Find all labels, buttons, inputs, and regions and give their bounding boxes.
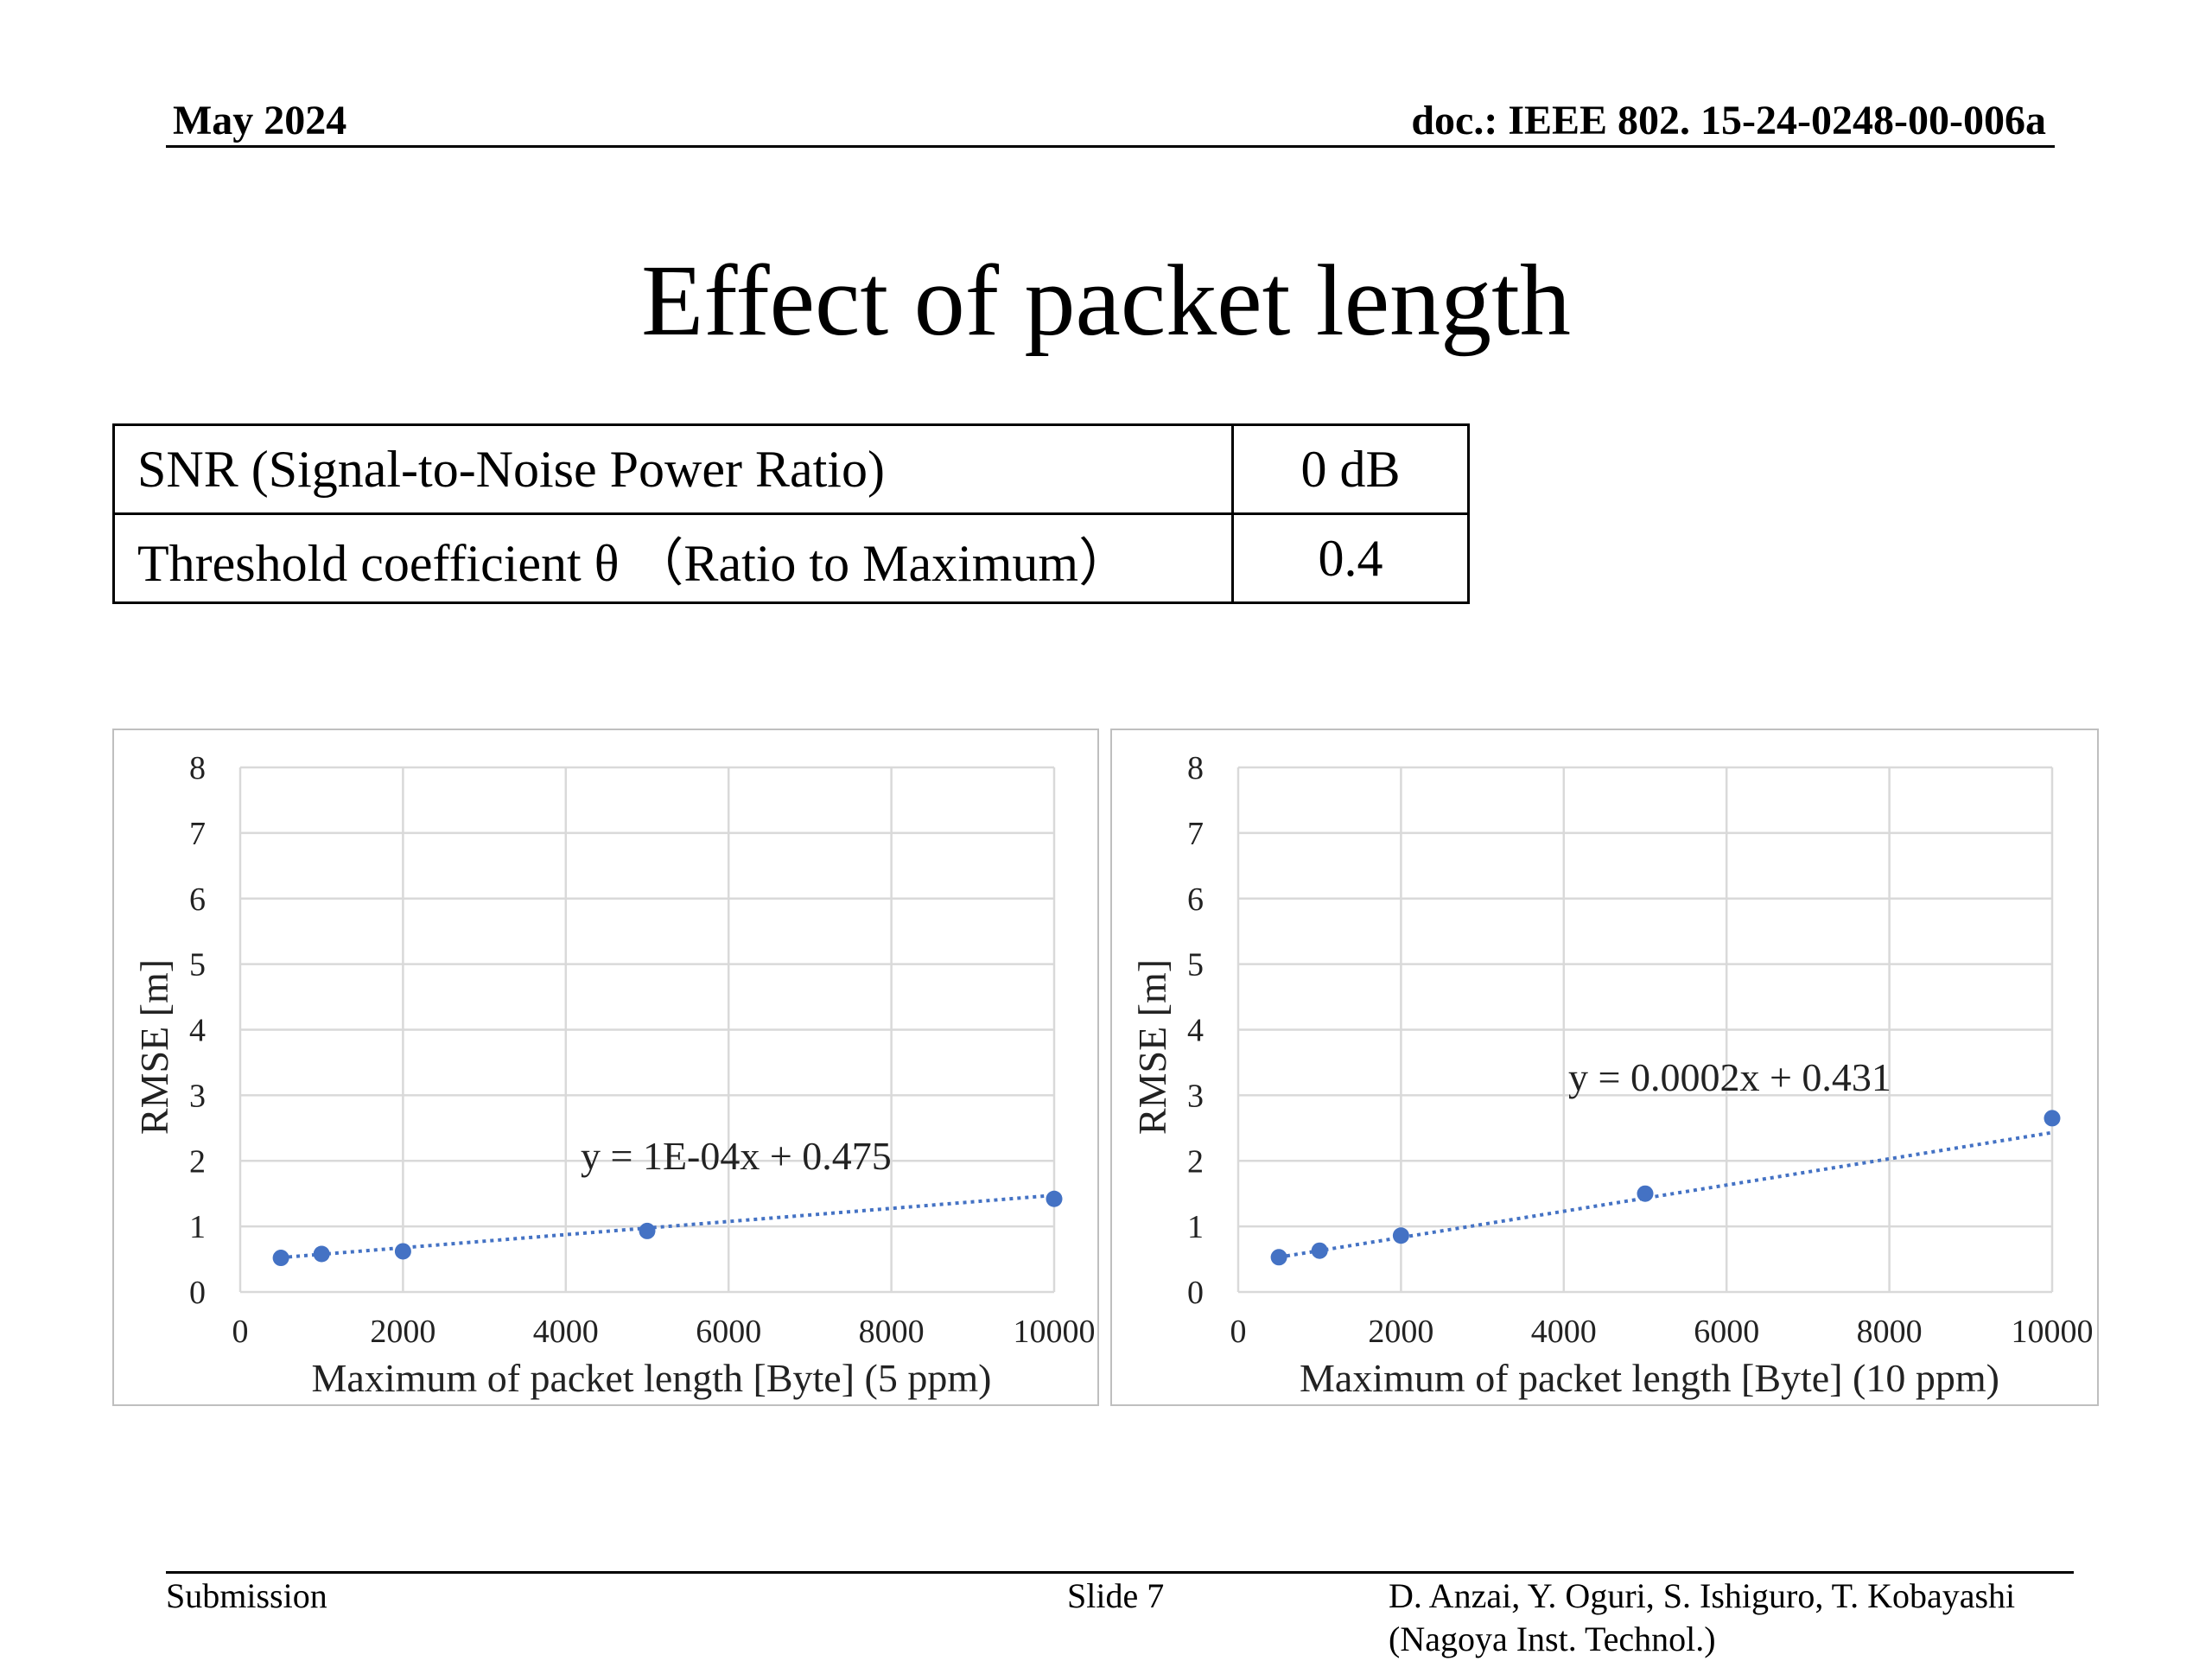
- trendline-equation: y = 1E-04x + 0.475: [581, 1134, 892, 1178]
- x-axis-label: Maximum of packet length [Byte] (10 ppm): [1300, 1356, 1999, 1400]
- footer-slide-number: Slide 7: [1067, 1576, 1165, 1615]
- x-tick-label: 10000: [2012, 1314, 2094, 1350]
- x-tick-label: 6000: [1694, 1314, 1759, 1350]
- y-tick-label: 2: [189, 1143, 206, 1180]
- data-point: [639, 1222, 656, 1239]
- x-tick-label: 8000: [1857, 1314, 1923, 1350]
- x-axis-label: Maximum of packet length [Byte] (5 ppm): [312, 1356, 992, 1400]
- header-divider: [166, 145, 2055, 148]
- param-value-cell: 0 dB: [1231, 423, 1470, 515]
- parameter-table: SNR (Signal-to-Noise Power Ratio) 0 dB T…: [112, 423, 1470, 604]
- slide-title: Effect of packet length: [641, 244, 1571, 357]
- y-tick-label: 7: [189, 816, 206, 852]
- trendline: [1278, 1130, 2053, 1259]
- data-point: [1046, 1190, 1063, 1207]
- y-tick-label: 6: [189, 881, 206, 918]
- param-name-cell: SNR (Signal-to-Noise Power Ratio): [112, 423, 1234, 515]
- y-tick-label: 5: [1187, 947, 1204, 983]
- y-tick-label: 4: [1187, 1013, 1204, 1049]
- y-tick-label: 0: [1187, 1275, 1204, 1311]
- header-doc-id: doc.: IEEE 802. 15-24-0248-00-006a: [1411, 98, 2046, 143]
- data-point: [394, 1243, 411, 1260]
- y-tick-label: 5: [189, 947, 206, 983]
- y-tick-label: 1: [1187, 1209, 1204, 1245]
- data-point: [1270, 1249, 1287, 1266]
- trendline-equation: y = 0.0002x + 0.431: [1568, 1055, 1891, 1099]
- param-name-cell: Threshold coefficient θ （Ratio to Maximu…: [112, 512, 1234, 604]
- y-tick-label: 0: [189, 1275, 206, 1311]
- x-tick-label: 0: [232, 1314, 249, 1350]
- data-point: [1392, 1227, 1409, 1244]
- footer-authors-block: D. Anzai, Y. Oguri, S. Ishiguro, T. Koba…: [1389, 1575, 2015, 1661]
- chart-10ppm-svg: 0 1 2 3 4 5 6 7 8 0 2000 4000 6000 8000 10000 y = 0.000…: [1130, 750, 2094, 1400]
- table-row: SNR (Signal-to-Noise Power Ratio) 0 dB: [112, 423, 1470, 515]
- y-tick-label: 2: [1187, 1143, 1204, 1180]
- trendline: [280, 1193, 1055, 1260]
- y-tick-label: 6: [1187, 881, 1204, 918]
- x-tick-label: 4000: [533, 1314, 599, 1350]
- footer-divider: [166, 1571, 2074, 1574]
- data-point: [1637, 1185, 1654, 1202]
- table-row: Threshold coefficient θ （Ratio to Maximu…: [112, 512, 1470, 604]
- y-tick-label: 3: [189, 1078, 206, 1114]
- y-tick-label: 8: [1187, 750, 1204, 786]
- x-tick-label: 4000: [1531, 1314, 1597, 1350]
- x-tick-label: 6000: [696, 1314, 761, 1350]
- y-tick-label: 3: [1187, 1078, 1204, 1114]
- footer-authors: D. Anzai, Y. Oguri, S. Ishiguro, T. Koba…: [1389, 1576, 2016, 1615]
- data-point: [1311, 1242, 1328, 1259]
- x-tick-label: 8000: [859, 1314, 925, 1350]
- chart-5ppm: 0 1 2 3 4 5 6 7 8 0 2000 4000 6000 8000 10000 y = 1E-04…: [112, 729, 1099, 1406]
- header-date: May 2024: [173, 98, 347, 143]
- data-point: [2044, 1110, 2061, 1127]
- y-tick-label: 1: [189, 1209, 206, 1245]
- footer-submission: Submission: [166, 1576, 327, 1615]
- data-point: [313, 1245, 330, 1263]
- y-axis-label: RMSE [m]: [1130, 959, 1174, 1135]
- y-tick-label: 8: [189, 750, 206, 786]
- param-value-cell: 0.4: [1231, 512, 1470, 604]
- footer-affiliation: (Nagoya Inst. Technol.): [1389, 1620, 1716, 1658]
- data-point: [272, 1250, 289, 1267]
- y-tick-label: 4: [189, 1013, 206, 1049]
- chart-10ppm: 0 1 2 3 4 5 6 7 8 0 2000 4000 6000 8000 10000 y = 0.000…: [1110, 729, 2099, 1406]
- x-tick-label: 2000: [1368, 1314, 1433, 1350]
- x-tick-label: 0: [1230, 1314, 1247, 1350]
- x-tick-label: 2000: [370, 1314, 435, 1350]
- chart-5ppm-svg: 0 1 2 3 4 5 6 7 8 0 2000 4000 6000 8000 10000 y = 1E-04…: [132, 750, 1096, 1400]
- y-axis-label: RMSE [m]: [132, 959, 176, 1135]
- y-tick-label: 7: [1187, 816, 1204, 852]
- x-tick-label: 10000: [1014, 1314, 1096, 1350]
